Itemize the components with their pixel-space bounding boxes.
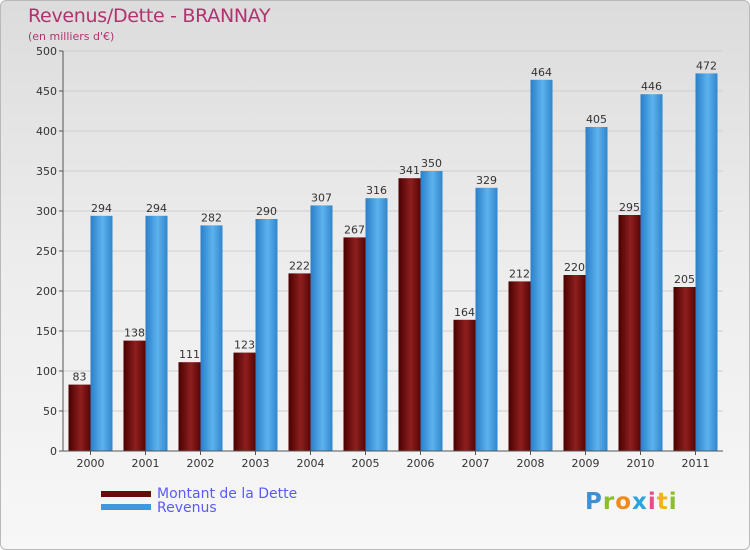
y-tick-label: 200: [36, 285, 57, 298]
data-label-revenus-2008: 464: [531, 66, 552, 79]
x-tick-label: 2008: [517, 457, 545, 470]
bar-dette-2005: [343, 237, 366, 451]
logo-letter: o: [615, 489, 633, 515]
bar-revenus-2001: [145, 215, 168, 451]
logo-letter: P: [585, 489, 603, 515]
data-label-dette-2007: 164: [454, 306, 475, 319]
y-tick-label: 500: [36, 45, 57, 58]
data-label-dette-2009: 220: [564, 261, 585, 274]
x-tick-label: 2011: [682, 457, 710, 470]
logo-letter: i: [668, 489, 678, 515]
bar-dette-2004: [288, 273, 311, 451]
x-tick-label: 2000: [77, 457, 105, 470]
y-tick-label: 150: [36, 325, 57, 338]
logo-letter: r: [602, 489, 616, 515]
data-label-revenus-2001: 294: [146, 202, 167, 215]
y-tick-label: 450: [36, 85, 57, 98]
x-tick-label: 2004: [297, 457, 325, 470]
bar-dette-2006: [398, 178, 421, 451]
bar-revenus-2006: [420, 171, 443, 451]
bar-dette-2000: [68, 384, 91, 451]
bar-dette-2009: [563, 275, 586, 451]
logo-letter: t: [656, 489, 669, 515]
data-label-dette-2011: 205: [674, 273, 695, 286]
bar-dette-2010: [618, 215, 641, 451]
data-label-dette-2010: 295: [619, 201, 640, 214]
data-label-revenus-2009: 405: [586, 113, 607, 126]
y-tick-label: 350: [36, 165, 57, 178]
bar-revenus-2003: [255, 219, 278, 451]
labels-layer: 83 294 138 294 111 282 123 290 222 307 267 316 34135…: [73, 59, 718, 383]
x-tick-label: 2002: [187, 457, 215, 470]
bar-dette-2008: [508, 281, 531, 451]
chart-subtitle: (en milliers d'€): [28, 30, 115, 43]
data-label-revenus-2000: 294: [91, 202, 112, 215]
y-tick-label: 300: [36, 205, 57, 218]
bar-dette-2001: [123, 340, 146, 451]
grid-layer: [63, 50, 723, 452]
bar-revenus-2008: [530, 79, 553, 452]
data-label-dette-2001: 138: [124, 327, 145, 340]
data-label-dette-2005: 267: [344, 223, 365, 236]
x-tick-label: 2001: [132, 457, 160, 470]
y-tick-label: 400: [36, 125, 57, 138]
x-tick-label: 2003: [242, 457, 270, 470]
legend-swatch-dette: [101, 491, 151, 497]
bars-layer: [68, 73, 718, 452]
data-label-revenus-2005: 316: [366, 184, 387, 197]
data-label-revenus-2007: 329: [476, 174, 497, 187]
x-tick-label: 2010: [627, 457, 655, 470]
data-label-revenus-2011: 472: [696, 59, 717, 72]
bar-revenus-2011: [695, 73, 718, 452]
bar-revenus-2010: [640, 94, 663, 451]
data-label-dette-2003: 123: [234, 339, 255, 352]
x-tick-label: 2005: [352, 457, 380, 470]
bar-dette-2003: [233, 352, 256, 451]
legend-label-dette: Montant de la Dette: [157, 486, 298, 502]
data-label-dette-2006: 341: [399, 164, 420, 177]
y-tick-label: 250: [36, 245, 57, 258]
data-label-dette-2008: 212: [509, 267, 530, 280]
data-label-revenus-2006: 350: [421, 157, 442, 170]
bar-dette-2011: [673, 287, 696, 451]
bar-revenus-2004: [310, 205, 333, 451]
data-label-dette-2004: 222: [289, 259, 310, 272]
data-label-dette-2000: 83: [73, 371, 87, 384]
legend-swatch-revenus: [101, 504, 151, 510]
data-label-dette-2002: 111: [179, 348, 200, 361]
proxiti-logo: Proxiti: [585, 489, 678, 515]
chart-title: Revenus/Dette - BRANNAY: [28, 5, 271, 27]
logo-letter: i: [647, 489, 657, 515]
x-tick-label: 2006: [407, 457, 435, 470]
data-label-revenus-2004: 307: [311, 191, 332, 204]
data-label-revenus-2002: 282: [201, 211, 222, 224]
data-label-revenus-2003: 290: [256, 205, 277, 218]
logo-letter: x: [632, 489, 648, 515]
bar-revenus-2009: [585, 127, 608, 451]
bar-dette-2002: [178, 362, 201, 451]
data-label-revenus-2010: 446: [641, 80, 662, 93]
x-tick-label: 2007: [462, 457, 490, 470]
y-tick-label: 100: [36, 365, 57, 378]
bar-revenus-2002: [200, 225, 223, 451]
y-tick-label: 50: [43, 405, 57, 418]
axis-layer: 0 50 100 150 200 250 300 350 400 450 500 2000 2001 20…: [36, 45, 723, 470]
x-tick-label: 2009: [572, 457, 600, 470]
legend-label-revenus: Revenus: [157, 500, 217, 516]
bar-dette-2007: [453, 319, 476, 451]
y-tick-label: 0: [50, 445, 57, 458]
bar-revenus-2000: [90, 215, 113, 451]
bar-revenus-2005: [365, 198, 388, 451]
bar-revenus-2007: [475, 187, 498, 452]
